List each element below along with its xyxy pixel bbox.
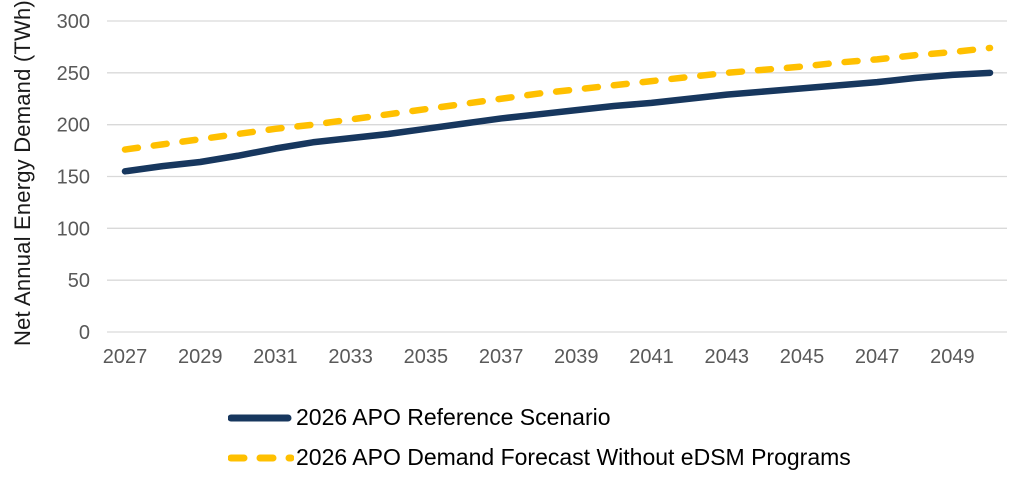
x-tick-label: 2029 bbox=[178, 346, 223, 368]
legend-item-without-edsm: 2026 APO Demand Forecast Without eDSM Pr… bbox=[228, 444, 851, 471]
x-tick-label: 2041 bbox=[629, 346, 674, 368]
x-tick-label: 2049 bbox=[930, 346, 975, 368]
legend-label-reference-scenario: 2026 APO Reference Scenario bbox=[296, 404, 611, 430]
y-tick-label: 0 bbox=[79, 322, 90, 344]
chart-legend: 2026 APO Reference Scenario 2026 APO Dem… bbox=[228, 404, 851, 471]
line-chart-plot-area: 0 50 100 150 200 250 300 2027 2029 2031 2033 2035 20… bbox=[57, 11, 1007, 368]
y-tick-label: 200 bbox=[57, 115, 90, 137]
y-tick-label: 100 bbox=[57, 218, 90, 240]
y-tick-label: 250 bbox=[57, 63, 90, 85]
x-tick-label: 2031 bbox=[253, 346, 298, 368]
legend-swatch-solid-line-icon bbox=[228, 414, 292, 421]
x-tick-label: 2047 bbox=[855, 346, 900, 368]
y-tick-label: 300 bbox=[57, 11, 90, 33]
legend-swatch-dashed-line-icon bbox=[228, 454, 294, 461]
x-tick-label: 2027 bbox=[103, 346, 148, 368]
x-tick-label: 2043 bbox=[704, 346, 749, 368]
y-tick-label: 150 bbox=[57, 167, 90, 189]
series-line-without-edsm bbox=[121, 44, 994, 153]
x-tick-label: 2039 bbox=[554, 346, 599, 368]
legend-label-without-edsm: 2026 APO Demand Forecast Without eDSM Pr… bbox=[296, 444, 851, 470]
series-line-reference-scenario bbox=[121, 69, 994, 175]
x-tick-label: 2035 bbox=[404, 346, 449, 368]
x-tick-label: 2033 bbox=[328, 346, 373, 368]
x-tick-label: 2037 bbox=[479, 346, 524, 368]
y-tick-label: 50 bbox=[68, 270, 90, 292]
legend-item-reference-scenario: 2026 APO Reference Scenario bbox=[228, 404, 851, 431]
x-tick-label: 2045 bbox=[780, 346, 825, 368]
